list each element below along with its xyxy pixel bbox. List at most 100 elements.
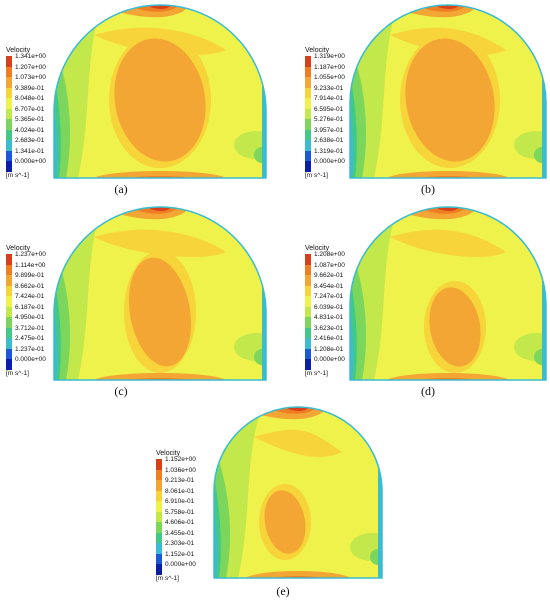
field-region: [234, 131, 266, 159]
field-region: [150, 5, 172, 10]
legend-labels: 1.152e+00 1.036e+00 9.213e-01 8.061e-01 …: [165, 455, 196, 571]
legend-value: 5.365e-01: [15, 116, 45, 123]
legend-labels: 1.319e+00 1.187e+00 1.055e+00 9.233e-01 …: [314, 52, 345, 168]
panel-b: Velocity 1.319e+00 1.187e+00 1.055e+00 9…: [300, 0, 550, 202]
panel-d: Velocity 1.208e+00 1.087e+00 9.662e-01 8…: [300, 202, 550, 402]
field-region: [94, 229, 226, 257]
caption-c: (c): [114, 384, 128, 398]
legend-value: 1.114e+00: [15, 261, 46, 269]
legend-units: [m s^-1]: [305, 172, 328, 179]
legend-value: 1.055e+00: [314, 74, 345, 81]
legend-value: 1.208e+00: [314, 251, 345, 258]
core-region: [128, 257, 192, 367]
field-region: [385, 171, 511, 178]
field-region: [438, 207, 460, 212]
legend-title: Velocity: [305, 47, 330, 54]
legend-value: 0.000e+00: [15, 158, 46, 165]
core-region: [429, 287, 481, 367]
legend-color-bar: [305, 56, 311, 172]
velocity-contour-a: [53, 4, 267, 179]
legend-value: 1.087e+00: [314, 261, 345, 269]
caption-b: (b): [421, 182, 435, 196]
legend-value: 4.606e-01: [165, 519, 195, 526]
legend-color-bar: [6, 254, 12, 370]
legend-value: 8.061e-01: [165, 487, 195, 495]
domain-boundary: [349, 206, 547, 381]
legend-value: 0.000e+00: [15, 356, 46, 363]
domain-boundary: [349, 4, 547, 179]
legend-units: [m s^-1]: [156, 575, 179, 582]
field-region: [214, 507, 218, 578]
field-region: [288, 407, 310, 412]
legend-value: 0.000e+00: [314, 158, 345, 165]
legend-value: 6.595e-01: [314, 105, 344, 113]
field-region: [244, 571, 352, 578]
legend-value: 1.152e-01: [165, 550, 195, 558]
legend-value: 7.914e-01: [314, 95, 344, 102]
legend-value: 9.662e-01: [314, 272, 344, 279]
caption-a: (a): [114, 182, 128, 196]
legend-value: 0.000e+00: [165, 561, 196, 568]
legend-value: 8.662e-01: [15, 282, 45, 290]
legend-value: 1.319e-01: [314, 147, 344, 155]
legend-color-bar: [6, 56, 12, 172]
field-region: [254, 429, 342, 457]
legend-value: 2.683e-01: [15, 137, 45, 144]
panel-c: Velocity 1.237e+00 1.114e+00 9.899e-01 8…: [0, 202, 270, 402]
legend-value: 1.152e+00: [165, 456, 196, 463]
legend-value: 1.319e+00: [314, 53, 345, 60]
caption-d: (d): [421, 384, 435, 398]
field-region: [262, 247, 266, 380]
legend-value: 1.207e+00: [15, 63, 46, 71]
legend-value: 3.957e-01: [314, 126, 344, 134]
field-region: [378, 447, 382, 578]
legend-value: 8.048e-01: [15, 95, 45, 102]
legend-value: 1.237e+00: [15, 251, 46, 258]
caption-e: (e): [276, 584, 290, 598]
field-region: [350, 105, 354, 178]
field-region: [350, 307, 354, 380]
legend-units: [m s^-1]: [6, 172, 29, 179]
legend-labels: 1.237e+00 1.114e+00 9.899e-01 8.662e-01 …: [15, 250, 46, 366]
domain-boundary: [53, 4, 267, 179]
legend-value: 2.475e-01: [15, 335, 45, 342]
legend-labels: 1.208e+00 1.087e+00 9.662e-01 8.454e-01 …: [314, 250, 345, 366]
legend-value: 1.341e+00: [15, 53, 46, 60]
legend-value: 7.424e-01: [15, 293, 45, 300]
field-region: [92, 373, 228, 380]
legend-title: Velocity: [156, 450, 181, 457]
legend-value: 1.073e+00: [15, 74, 46, 81]
core-region: [405, 38, 495, 162]
legend-value: 6.187e-01: [15, 303, 45, 311]
legend-value: 6.910e-01: [165, 498, 195, 505]
legend-value: 1.341e-01: [15, 147, 45, 155]
legend-value: 3.623e-01: [314, 324, 344, 332]
contour-fill: [214, 407, 382, 578]
field-region: [438, 5, 460, 10]
legend-value: 9.233e-01: [314, 84, 344, 92]
legend-labels: 1.341e+00 1.207e+00 1.073e+00 9.389e-01 …: [15, 52, 46, 168]
legend-value: 1.036e+00: [165, 466, 196, 474]
legend-value: 0.000e+00: [314, 356, 345, 363]
field-region: [514, 131, 546, 159]
field-region: [54, 105, 58, 178]
field-region: [542, 247, 546, 380]
legend-color-bar: [305, 254, 311, 370]
legend-value: 2.416e-01: [314, 335, 344, 342]
legend-units: [m s^-1]: [6, 370, 29, 377]
legend-value: 2.638e-01: [314, 137, 344, 144]
field-region: [390, 229, 506, 257]
velocity-contour-c: [53, 206, 267, 381]
panel-e: Velocity 1.152e+00 1.036e+00 9.213e-01 8…: [150, 402, 420, 602]
field-region: [234, 333, 266, 361]
legend-value: 1.237e-01: [15, 345, 45, 353]
contour-fill: [54, 207, 266, 380]
field-region: [350, 533, 382, 561]
legend-value: 4.831e-01: [314, 314, 344, 321]
legend-value: 3.455e-01: [165, 529, 195, 537]
domain-boundary: [53, 206, 267, 381]
field-region: [262, 45, 266, 178]
field-region: [92, 171, 228, 178]
field-region: [514, 333, 546, 361]
field-region: [150, 207, 172, 212]
